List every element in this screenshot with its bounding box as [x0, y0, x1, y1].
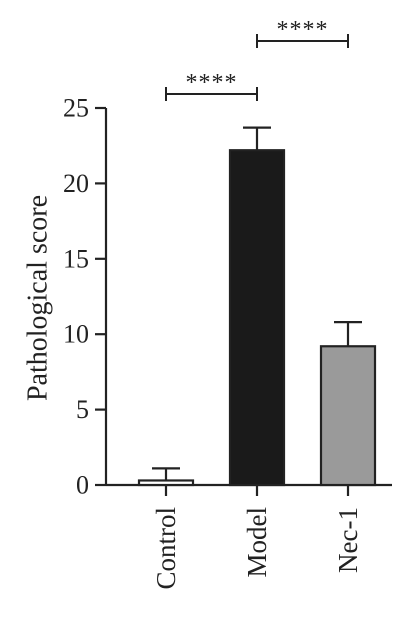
x-tick-label: Model: [242, 507, 272, 578]
bar-control: [137, 479, 195, 487]
x-tick-label: Control: [151, 507, 181, 590]
y-tick-label: 5: [76, 395, 89, 424]
y-tick-label: 0: [76, 471, 89, 500]
y-tick-label: 15: [63, 244, 89, 273]
plot-area: 0 5 10 15 20 25 Control Model Nec-1 **** ****: [63, 17, 392, 590]
y-tick-label: 10: [63, 320, 89, 349]
x-tick-label: Nec-1: [333, 507, 363, 573]
significance-label: ****: [277, 17, 329, 43]
bar-model: [228, 149, 286, 487]
bar-nec-1: [319, 345, 377, 487]
significance-label: ****: [186, 70, 238, 96]
y-tick-label: 20: [63, 169, 89, 198]
y-tick-label: 25: [63, 94, 89, 123]
y-axis-label: Pathological score: [22, 195, 53, 401]
